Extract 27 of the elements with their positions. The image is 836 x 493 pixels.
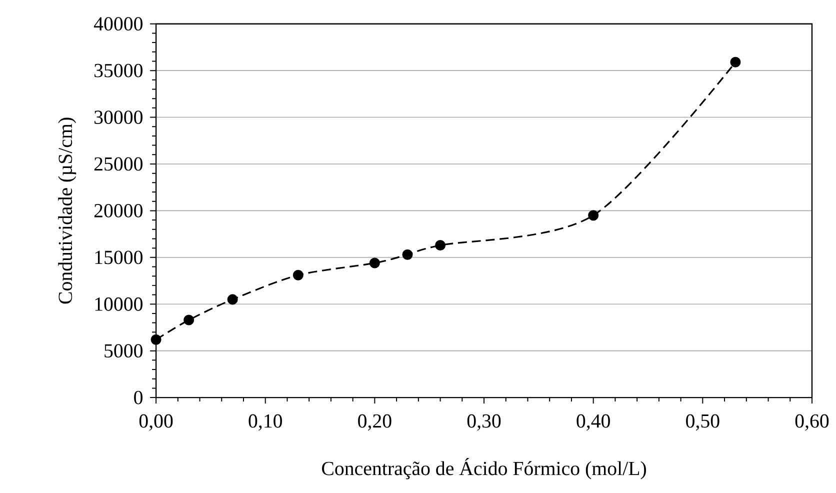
y-tick-label: 5000 <box>104 344 142 358</box>
y-tick-label: 30000 <box>94 110 142 124</box>
x-tick-label: 0,30 <box>467 414 501 431</box>
point <box>730 56 741 68</box>
x-tick-label: 0,40 <box>576 414 610 431</box>
x-axis-title: Concentração de Ácido Fórmico (mol/L) <box>322 458 646 480</box>
point <box>435 240 446 251</box>
point <box>588 210 599 221</box>
y-tick-label: 35000 <box>94 64 142 78</box>
x-tick-label: 0,50 <box>686 414 720 431</box>
point <box>369 258 380 268</box>
y-axis-title: Condutividade (µS/cm) <box>58 118 76 304</box>
point <box>150 334 162 345</box>
point <box>402 249 413 260</box>
x-tick-label: 0,60 <box>795 414 829 431</box>
x-tick-label: 0,20 <box>358 414 392 431</box>
y-tick-label: 0 <box>134 390 142 404</box>
point <box>184 314 194 326</box>
y-tick-label: 10000 <box>95 297 142 311</box>
point <box>227 294 238 305</box>
y-tick-label: 20000 <box>94 204 142 218</box>
point <box>292 270 304 280</box>
x-tick-label: 0,10 <box>248 414 282 431</box>
x-tick-label: 0,00 <box>139 414 173 431</box>
y-tick-label: 15000 <box>95 250 142 264</box>
y-tick-label: 25000 <box>94 157 142 171</box>
y-tick-label: 40000 <box>94 17 142 31</box>
